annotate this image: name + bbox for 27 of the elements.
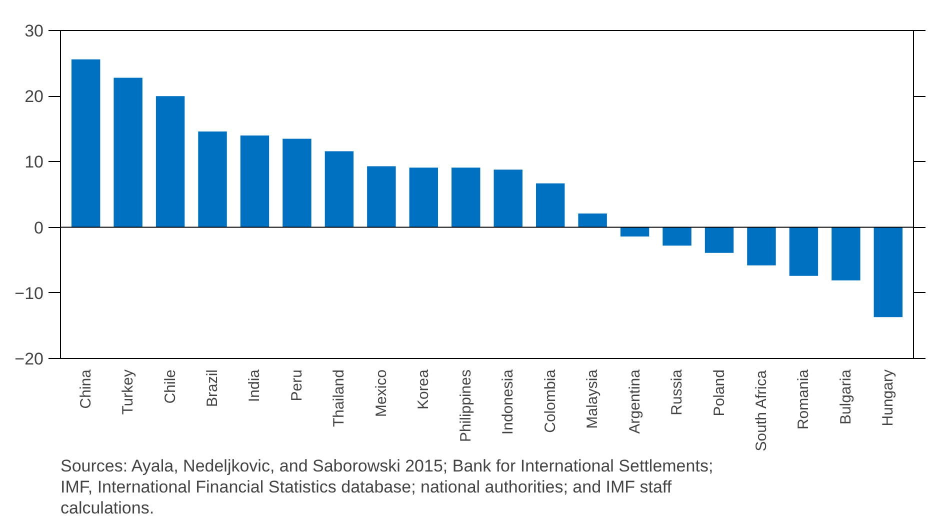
x-tick-label: Thailand xyxy=(330,369,348,428)
x-tick-label: Chile xyxy=(162,369,179,404)
y-tick-label: 10 xyxy=(24,152,44,172)
x-tick-label: Indonesia xyxy=(500,368,517,435)
x-tick-label: Peru xyxy=(288,369,306,402)
x-tick-label: India xyxy=(246,368,264,402)
x-tick-label: Brazil xyxy=(204,369,222,408)
y-tick-label: −10 xyxy=(14,284,44,303)
y-tick-label: 0 xyxy=(34,218,44,238)
x-tick-label: China xyxy=(77,368,94,409)
x-tick-label: South Africa xyxy=(752,370,770,452)
x-tick-label: Russia xyxy=(668,368,686,416)
x-tick-label: Poland xyxy=(710,369,728,416)
x-tick-label: Bulgaria xyxy=(837,368,854,425)
y-tick-label: −20 xyxy=(14,350,44,368)
y-tick-label: 20 xyxy=(24,87,44,106)
x-tick-label: Colombia xyxy=(542,368,559,433)
x-tick-label: Turkey xyxy=(120,369,137,415)
y-tick-label: 30 xyxy=(24,22,44,40)
x-tick-label: Argentina xyxy=(626,368,644,434)
x-tick-label: Korea xyxy=(415,368,432,410)
x-tick-label: Romania xyxy=(795,368,812,430)
x-tick-label: Hungary xyxy=(880,369,897,426)
x-tick-label: Mexico xyxy=(372,369,390,418)
x-tick-label: Philippines xyxy=(457,370,474,442)
x-tick-label: Malaysia xyxy=(584,368,602,429)
source-note: Sources: Ayala, Nedeljkovic, and Saborowski 2015; Bank for International Settlements; IMF, International Financial Statistics database; national authorities; and IMF staff calculations. xyxy=(60,456,714,517)
